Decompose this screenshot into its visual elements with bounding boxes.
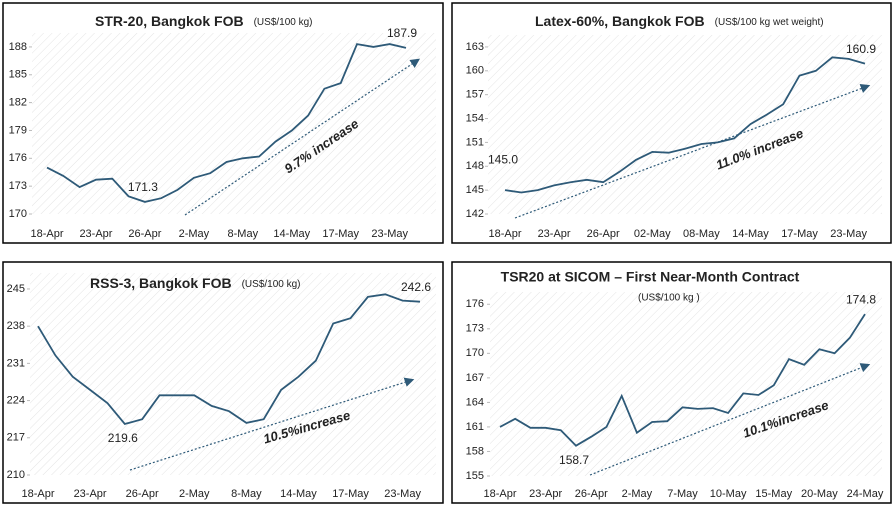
y-tick-label: 170 xyxy=(9,208,27,220)
x-tick-label: 2-May xyxy=(622,488,653,500)
data-line xyxy=(37,293,421,426)
x-tick-label: 26-Apr xyxy=(126,488,159,500)
y-tick-label: 155 xyxy=(466,470,484,482)
y-tick-label: 148 xyxy=(466,160,484,172)
y-tick-label: 176 xyxy=(466,298,484,310)
y-tick-label: 164 xyxy=(466,396,484,408)
y-tick-label: 185 xyxy=(9,69,27,81)
value-label: 242.6 xyxy=(401,280,431,294)
x-tick-label: 26-Apr xyxy=(128,228,161,240)
data-line xyxy=(504,56,866,194)
subtitle: (US$/100 kg wet weight) xyxy=(715,17,824,28)
x-tick-label: 24-May xyxy=(847,488,884,500)
x-tick-label: 18-Apr xyxy=(483,488,516,500)
y-tick-label: 158 xyxy=(466,445,484,457)
value-label: 219.6 xyxy=(108,431,138,445)
x-tick-label: 14-May xyxy=(280,488,317,500)
data-line xyxy=(499,313,866,447)
value-label: 187.9 xyxy=(387,26,417,40)
subtitle: (US$/100 kg) xyxy=(242,279,301,290)
x-tick-label: 17-May xyxy=(332,488,369,500)
x-tick-label: 18-Apr xyxy=(21,488,54,500)
trend-arrow xyxy=(514,84,871,219)
title-text: Latex-60%, Bangkok FOB xyxy=(535,13,705,29)
plot-area xyxy=(30,273,436,475)
subtitle: (US$/100 kg) xyxy=(254,17,313,28)
x-tick-label: 8-May xyxy=(228,228,259,240)
y-tick-label: 151 xyxy=(466,136,484,148)
chart-panel: STR-20, Bangkok FOB (US$/100 kg) 170 173 176… xyxy=(2,2,444,244)
y-tick-label: 163 xyxy=(466,41,484,53)
x-tick-label: 23-Apr xyxy=(74,488,107,500)
x-tick-label: 18-Apr xyxy=(488,228,521,240)
value-label: 171.3 xyxy=(128,180,158,194)
x-tick-label: 10-May xyxy=(710,488,747,500)
chart-title: TSR20 at SICOM – First Near-Month Contra… xyxy=(501,269,800,285)
title-text: RSS-3, Bangkok FOB xyxy=(90,275,232,291)
x-tick-label: 08-May xyxy=(683,228,720,240)
y-tick-label: 245 xyxy=(7,283,25,295)
y-tick-label: 170 xyxy=(466,347,484,359)
value-label: 158.7 xyxy=(559,453,589,467)
trend-arrow xyxy=(589,363,871,476)
y-tick-label: 188 xyxy=(9,41,27,53)
x-tick-label: 14-May xyxy=(732,228,769,240)
x-tick-label: 14-May xyxy=(273,228,310,240)
value-label: 160.9 xyxy=(846,42,876,56)
chart-panel: RSS-3, Bangkok FOB (US$/100 kg) 210 217 224 2… xyxy=(2,261,444,504)
x-tick-label: 17-May xyxy=(781,228,818,240)
y-tick-label: 231 xyxy=(7,357,25,369)
y-tick-label: 210 xyxy=(7,469,25,481)
y-tick-label: 145 xyxy=(466,184,484,196)
x-tick-label: 23-Apr xyxy=(529,488,562,500)
y-tick-label: 176 xyxy=(9,152,27,164)
y-tick-label: 154 xyxy=(466,112,484,124)
chart-panel: Latex-60%, Bangkok FOB (US$/100 kg wet we… xyxy=(451,2,892,244)
chart-title: Latex-60%, Bangkok FOB (US$/100 kg wet we… xyxy=(535,13,824,29)
plot-area xyxy=(488,35,882,214)
x-tick-label: 15-May xyxy=(755,488,792,500)
x-tick-label: 2-May xyxy=(179,228,210,240)
y-tick-label: 142 xyxy=(466,208,484,220)
y-tick-label: 238 xyxy=(7,320,25,332)
y-tick-label: 160 xyxy=(466,65,484,77)
x-tick-label: 26-Apr xyxy=(587,228,620,240)
x-tick-label: 7-May xyxy=(667,488,698,500)
y-tick-label: 157 xyxy=(466,89,484,101)
y-tick-label: 224 xyxy=(7,394,25,406)
x-tick-label: 26-Apr xyxy=(575,488,608,500)
plot-area xyxy=(490,292,882,476)
trend-arrow xyxy=(129,377,415,471)
chart-title: RSS-3, Bangkok FOB (US$/100 kg) xyxy=(90,275,301,291)
x-tick-label: 23-Apr xyxy=(79,228,112,240)
value-label: 145.0 xyxy=(488,152,518,166)
y-tick-label: 179 xyxy=(9,124,27,136)
x-tick-label: 23-Apr xyxy=(538,228,571,240)
subtitle: (US$/100 kg ) xyxy=(638,293,700,304)
chart-panel: TSR20 at SICOM – First Near-Month Contra… xyxy=(451,261,892,504)
x-tick-label: 23-May xyxy=(830,228,867,240)
x-tick-label: 18-Apr xyxy=(30,228,63,240)
title-text: STR-20, Bangkok FOB xyxy=(95,13,244,29)
y-tick-label: 161 xyxy=(466,421,484,433)
chart-title: STR-20, Bangkok FOB (US$/100 kg) xyxy=(95,13,313,29)
x-tick-label: 2-May xyxy=(179,488,210,500)
x-tick-label: 23-May xyxy=(384,488,421,500)
value-label: 174.8 xyxy=(846,292,876,306)
y-tick-label: 182 xyxy=(9,97,27,109)
y-tick-label: 173 xyxy=(9,180,27,192)
x-tick-label: 23-May xyxy=(371,228,408,240)
plot-area xyxy=(32,33,436,214)
y-tick-label: 173 xyxy=(466,323,484,335)
trend-arrow xyxy=(184,58,420,216)
data-line xyxy=(46,43,407,203)
y-tick-label: 167 xyxy=(466,372,484,384)
x-tick-label: 02-May xyxy=(634,228,671,240)
y-tick-label: 217 xyxy=(7,432,25,444)
x-tick-label: 17-May xyxy=(322,228,359,240)
x-tick-label: 8-May xyxy=(231,488,262,500)
x-tick-label: 20-May xyxy=(801,488,838,500)
